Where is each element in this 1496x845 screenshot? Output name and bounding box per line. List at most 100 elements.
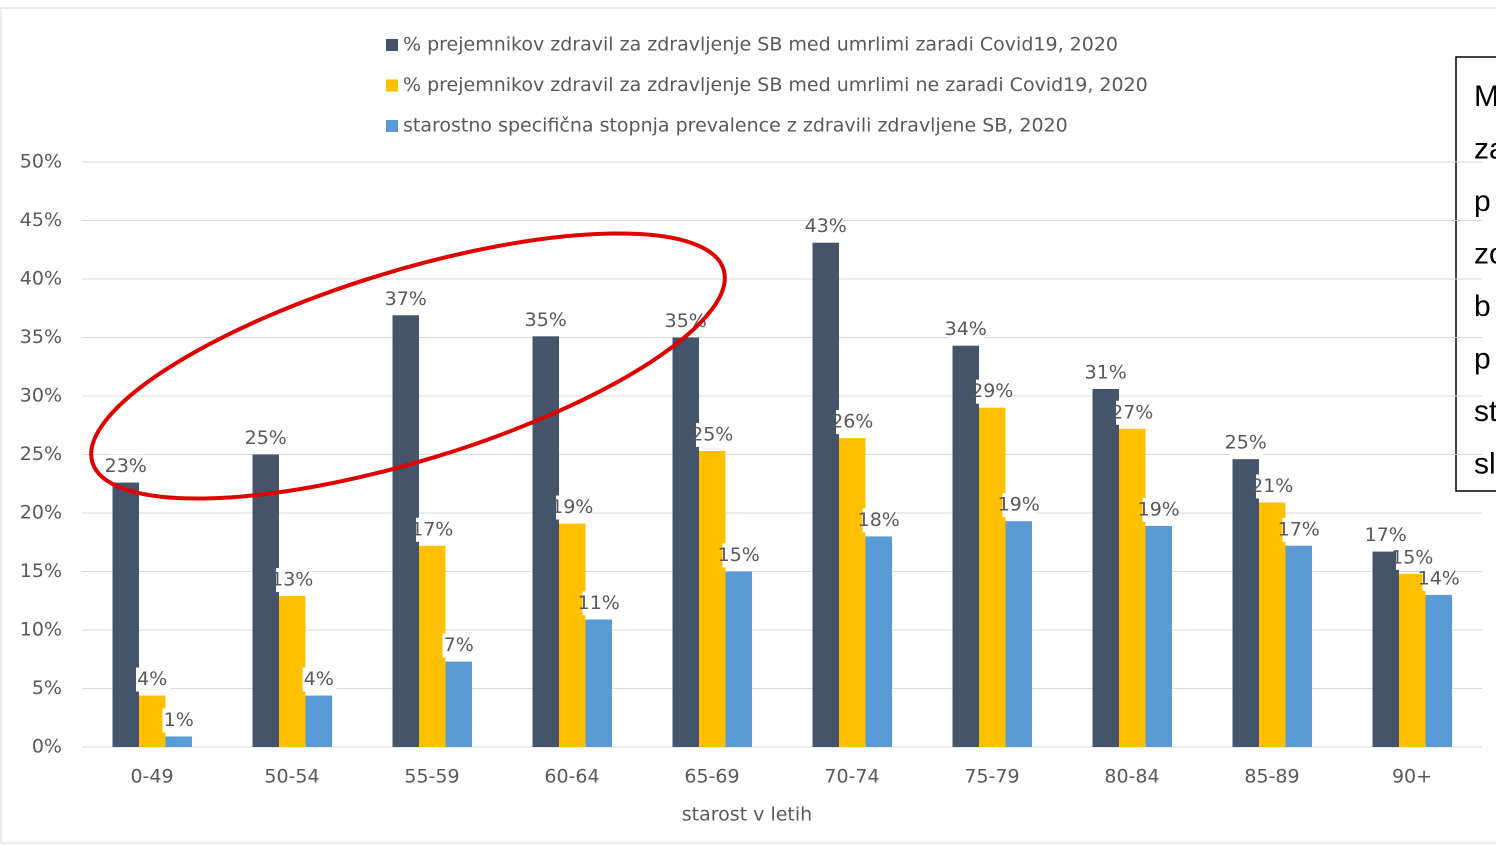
annotation-frame xyxy=(1455,56,1496,492)
bar xyxy=(1092,388,1119,747)
value-label: 4% xyxy=(304,668,334,690)
value-label-bg xyxy=(1116,400,1150,425)
legend-label: % prejemnikov zdravil za zdravljenje SB … xyxy=(403,34,1118,56)
value-label: 15% xyxy=(1391,546,1433,568)
bar xyxy=(559,523,586,747)
value-label-bg xyxy=(1002,493,1037,518)
value-label-bg xyxy=(809,214,844,239)
bar xyxy=(952,345,979,747)
value-label-bg xyxy=(669,309,704,334)
bar xyxy=(725,571,752,747)
bar xyxy=(672,337,699,747)
y-tick-label: 15% xyxy=(20,560,62,582)
bar xyxy=(585,619,612,747)
bar xyxy=(139,695,166,747)
value-label: 1% xyxy=(164,709,194,731)
annotation-box: Mzapzobpstsl xyxy=(1455,56,1496,492)
value-label-bg xyxy=(249,426,284,451)
bar xyxy=(445,661,472,747)
value-label-bg xyxy=(276,568,310,593)
bar xyxy=(279,596,306,747)
value-label: 31% xyxy=(1085,361,1127,383)
value-label-bg xyxy=(136,667,170,692)
annotation-line: p xyxy=(1474,185,1491,218)
y-tick-label: 30% xyxy=(20,385,62,407)
bar xyxy=(1285,545,1312,747)
value-label: 15% xyxy=(718,544,760,566)
y-tick-label: 10% xyxy=(20,619,62,641)
value-label: 27% xyxy=(1111,401,1153,423)
annotation-line: M xyxy=(1474,80,1496,113)
value-label-bg xyxy=(582,591,617,616)
bar xyxy=(1145,525,1172,747)
highlight-ellipse xyxy=(89,231,727,501)
bar xyxy=(699,450,726,747)
value-label: 43% xyxy=(805,215,847,237)
value-label: 4% xyxy=(137,668,167,690)
value-label: 29% xyxy=(971,380,1013,402)
x-axis-label: starost v letih xyxy=(682,804,812,826)
value-label-bg xyxy=(416,517,450,542)
bar xyxy=(865,536,892,747)
value-label: 21% xyxy=(1251,475,1293,497)
y-tick-label: 50% xyxy=(20,151,62,173)
y-tick-label: 5% xyxy=(32,677,62,699)
legend-swatch xyxy=(386,120,398,132)
legend-swatch xyxy=(386,79,398,92)
y-tick-label: 40% xyxy=(20,268,62,290)
value-label-bg xyxy=(302,667,337,692)
bar xyxy=(839,438,866,747)
x-tick-label: 60-64 xyxy=(544,766,599,788)
value-label-bg xyxy=(862,508,897,533)
value-label: 25% xyxy=(245,427,287,449)
value-label: 17% xyxy=(1278,518,1320,540)
bar xyxy=(1259,502,1286,747)
y-tick-label: 45% xyxy=(20,209,62,231)
x-tick-label: 80-84 xyxy=(1104,766,1159,788)
bar xyxy=(979,407,1006,747)
value-label: 14% xyxy=(1418,567,1460,589)
y-tick-label: 25% xyxy=(20,443,62,465)
legend-label: starostno specifična stopnja prevalence … xyxy=(403,115,1068,137)
value-label: 35% xyxy=(525,309,567,331)
y-tick-label: 0% xyxy=(32,736,62,758)
bar xyxy=(419,545,446,747)
bar xyxy=(305,695,332,747)
value-label: 18% xyxy=(858,509,900,531)
bar xyxy=(165,736,192,747)
value-label: 19% xyxy=(998,494,1040,516)
bar xyxy=(392,315,419,747)
bar xyxy=(1119,428,1146,747)
value-label-bg xyxy=(109,454,144,479)
value-label-bg xyxy=(722,543,757,568)
annotation-line: st xyxy=(1474,395,1496,428)
x-tick-label: 0-49 xyxy=(130,766,173,788)
value-label: 23% xyxy=(105,455,147,477)
bar xyxy=(1399,573,1426,747)
value-label-bg xyxy=(976,379,1010,404)
value-label: 26% xyxy=(831,411,873,433)
legend-label: % prejemnikov zdravil za zdravljenje SB … xyxy=(403,74,1148,96)
bar xyxy=(1005,521,1032,747)
value-label-bg xyxy=(389,287,424,312)
value-label: 17% xyxy=(411,518,453,540)
value-label-bg xyxy=(556,495,590,520)
value-label: 17% xyxy=(1365,524,1407,546)
value-label-bg xyxy=(949,317,984,342)
x-tick-label: 50-54 xyxy=(264,766,319,788)
x-tick-label: 75-79 xyxy=(964,766,1019,788)
value-label-bg xyxy=(1229,431,1264,456)
value-label-bg xyxy=(529,308,564,333)
value-label-bg xyxy=(1396,545,1430,570)
x-tick-label: 70-74 xyxy=(824,766,879,788)
value-label-bg xyxy=(1256,474,1290,499)
annotation-line: zo xyxy=(1474,237,1496,270)
value-label-bg xyxy=(1089,360,1124,385)
value-label-bg xyxy=(1142,497,1177,522)
x-tick-label: 90+ xyxy=(1392,766,1432,788)
legend-swatch xyxy=(386,39,398,51)
y-tick-label: 20% xyxy=(20,502,62,524)
value-label: 13% xyxy=(271,569,313,591)
bar xyxy=(1372,551,1399,747)
x-tick-label: 85-89 xyxy=(1244,766,1299,788)
